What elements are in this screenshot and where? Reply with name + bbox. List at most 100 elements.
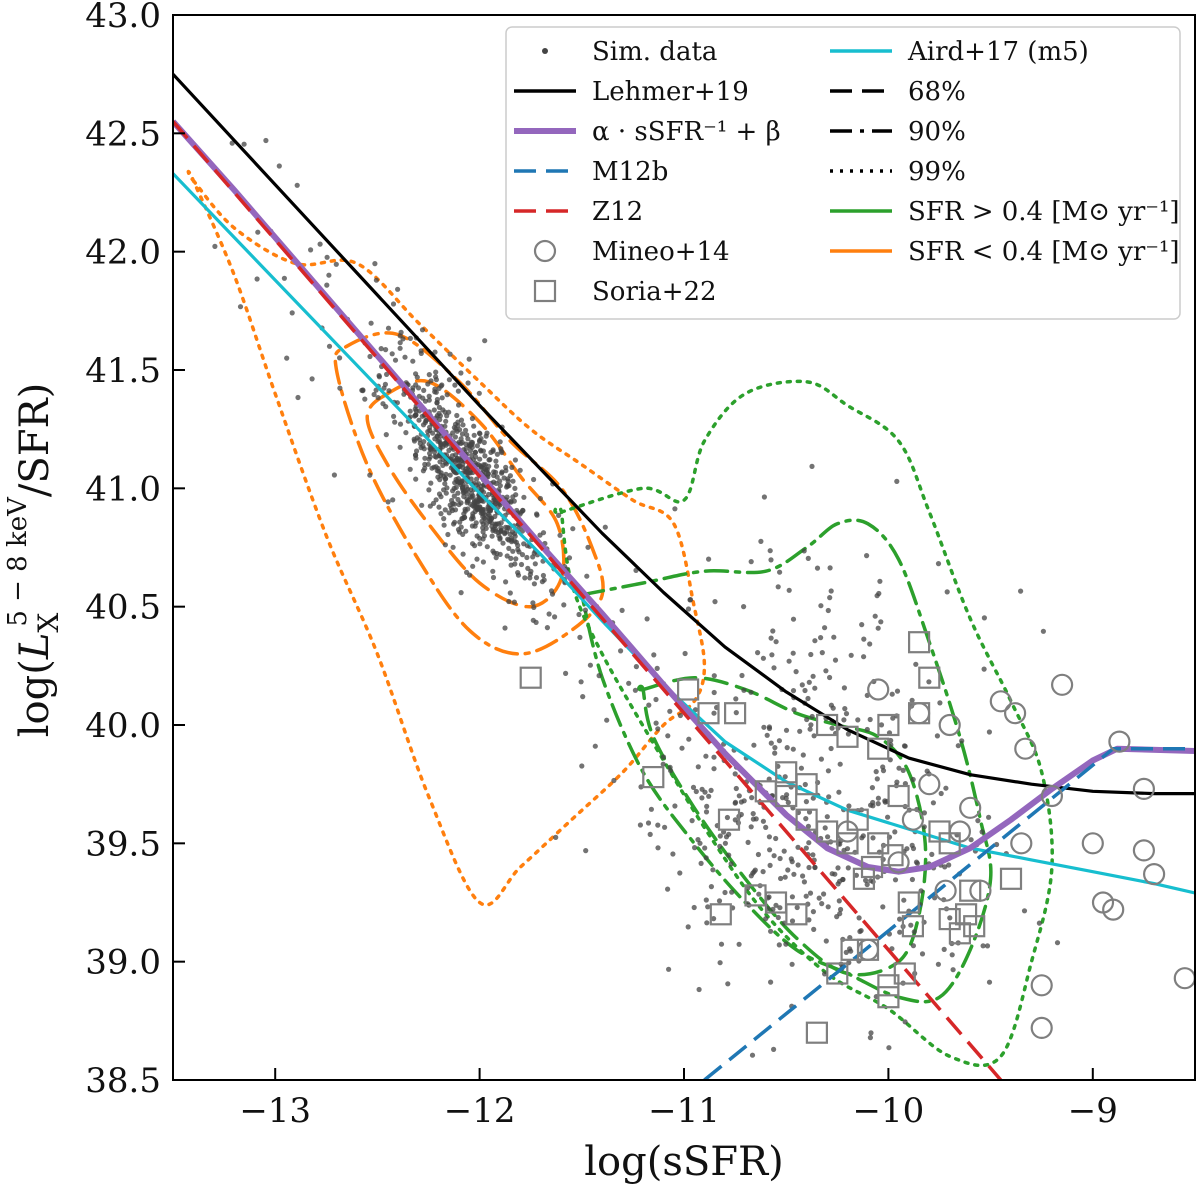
sim-data-point xyxy=(471,499,477,505)
sim-data-point xyxy=(919,951,926,957)
x-tick-label: −13 xyxy=(239,1091,311,1131)
sim-data-point xyxy=(782,774,788,780)
sim-data-point xyxy=(856,915,862,921)
sim-data-point xyxy=(808,722,814,728)
soria-point xyxy=(918,666,941,689)
sim-data-point xyxy=(878,619,884,625)
sim-data-point xyxy=(825,834,831,840)
sim-data-point xyxy=(853,872,860,878)
sim-data-point xyxy=(984,943,991,949)
sim-data-point xyxy=(791,707,797,713)
legend-square-icon xyxy=(533,279,557,303)
sim-data-point xyxy=(861,654,867,660)
sim-data-point xyxy=(645,820,652,826)
sim-data-point xyxy=(711,754,717,760)
sim-data-point xyxy=(375,395,381,401)
mineo-point xyxy=(934,879,957,902)
sim-data-point xyxy=(795,862,801,868)
sim-data-point xyxy=(872,613,878,619)
sim-data-point xyxy=(433,497,439,503)
sim-data-point xyxy=(371,391,377,398)
sim-data-point xyxy=(776,942,782,948)
observation-markers xyxy=(519,631,1195,1044)
sim-data-point xyxy=(508,498,514,504)
sim-data-point xyxy=(733,710,739,716)
sim-data-point xyxy=(685,606,692,612)
soria-point xyxy=(723,702,747,725)
sim-data-point xyxy=(783,727,790,733)
sim-data-point xyxy=(841,685,848,691)
sim-data-point xyxy=(460,551,466,557)
sim-data-point xyxy=(651,652,657,658)
sim-data-point xyxy=(870,835,876,841)
sim-data-point xyxy=(949,952,955,958)
sim-data-point xyxy=(460,422,466,428)
soria-point xyxy=(938,907,961,931)
sim-data-point xyxy=(691,904,697,911)
sim-data-point xyxy=(515,570,521,576)
sim-data-point xyxy=(841,717,847,723)
soria-point xyxy=(881,844,904,867)
legend-label: M12b xyxy=(592,157,668,187)
sim-data-point xyxy=(430,430,436,436)
sim-data-point xyxy=(711,710,717,716)
sim-data-point xyxy=(717,960,723,966)
sim-data-point xyxy=(510,478,516,484)
sim-data-point xyxy=(469,494,475,500)
sim-data-point xyxy=(434,400,440,406)
sim-data-point xyxy=(494,521,500,527)
y-axis-label-prefix: log( xyxy=(12,659,58,737)
sim-data-point xyxy=(212,243,218,249)
sim-data-point xyxy=(474,533,480,539)
sim-data-point xyxy=(880,768,887,774)
sim-data-point xyxy=(797,728,803,734)
sim-data-point xyxy=(763,916,769,922)
soria-point xyxy=(846,808,869,831)
legend-item: 90% xyxy=(830,117,966,147)
sim-data-point xyxy=(724,814,731,821)
sim-data-point xyxy=(777,569,783,575)
sim-data-point xyxy=(506,545,512,552)
sim-data-point xyxy=(695,764,701,770)
sim-data-point xyxy=(654,665,660,672)
sim-data-point xyxy=(897,916,903,922)
sim-data-point xyxy=(873,769,879,775)
sim-data-point xyxy=(772,750,778,756)
sim-data-point xyxy=(711,689,717,696)
sim-data-point xyxy=(874,593,880,599)
sim-data-point xyxy=(725,981,731,987)
mineo-point xyxy=(887,851,910,874)
soria-point xyxy=(775,784,798,808)
sim-data-point xyxy=(845,731,852,737)
sim-data-point xyxy=(472,449,478,456)
sim-data-point xyxy=(413,452,419,458)
sim-data-point xyxy=(470,563,476,569)
sim-data-point xyxy=(367,472,373,478)
sim-data-point xyxy=(748,559,754,565)
mineo-point xyxy=(1010,832,1033,855)
sim-data-point xyxy=(800,752,806,758)
sim-data-point xyxy=(397,340,403,346)
sim-data-point xyxy=(326,272,332,278)
sim-data-point xyxy=(437,417,443,423)
sim-data-point xyxy=(692,845,698,851)
sim-data-point xyxy=(814,565,821,571)
sim-data-point xyxy=(618,648,624,654)
sim-data-point xyxy=(439,395,445,401)
contour-high-sfr-68 xyxy=(637,675,928,977)
sim-data-point xyxy=(519,552,526,558)
sim-data-point xyxy=(896,765,902,771)
sim-data-point xyxy=(458,590,464,596)
sim-data-point xyxy=(751,869,757,875)
sim-data-point xyxy=(1040,628,1046,634)
sim-data-point xyxy=(699,795,705,801)
sim-data-point xyxy=(507,531,513,537)
sim-data-point xyxy=(397,333,403,339)
sim-data-point xyxy=(263,137,269,144)
legend-label: Soria+22 xyxy=(592,277,717,307)
sim-data-point xyxy=(677,712,684,719)
sim-data-point xyxy=(473,454,479,460)
sim-data-point xyxy=(386,388,392,394)
sim-data-point xyxy=(416,393,422,399)
sim-data-point xyxy=(281,275,287,281)
